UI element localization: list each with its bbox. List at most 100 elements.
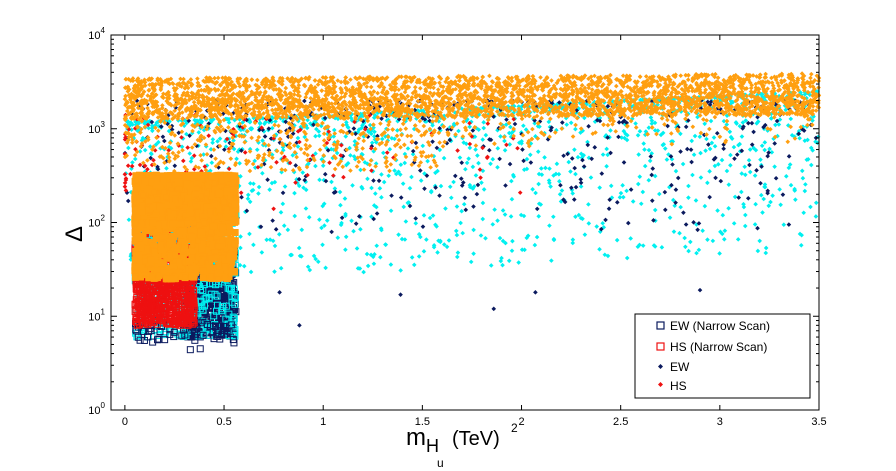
scatter-point-cyan [458, 220, 463, 226]
scatter-point-cyan [652, 173, 658, 179]
scatter-point-cyan [188, 159, 194, 164]
scatter-point-cyan [642, 147, 647, 152]
scatter-point-cyan [495, 146, 501, 151]
scatter-point-cyan [256, 184, 262, 190]
scatter-point-cyan [731, 221, 737, 226]
scatter-point-cyan [792, 188, 798, 193]
scatter-point-cyan [573, 171, 578, 177]
scatter-point-cyan [524, 166, 530, 172]
scatter-point-cyan [696, 247, 702, 253]
scatter-point-cyan [424, 237, 429, 242]
scatter-point-cyan [282, 184, 288, 189]
scatter-point-cyan [399, 236, 405, 242]
scatter-point-cyan [640, 243, 646, 248]
scatter-point-cyan [604, 163, 609, 169]
scatter-point-cyan [682, 235, 687, 241]
scatter-point-cyan [509, 196, 515, 202]
scatter-point-cyan [789, 132, 795, 138]
scatter-point-cyan [281, 223, 287, 229]
scatter-point-cyan [237, 262, 243, 268]
scatter-point-cyan [604, 146, 609, 152]
scatter-point-cyan [140, 135, 146, 141]
scatter-point-cyan [467, 124, 473, 130]
scatter-point-cyan [605, 152, 610, 158]
scatter-point-cyan [264, 237, 269, 243]
scatter-point-cyan [497, 235, 503, 241]
scatter-point-cyan [575, 154, 581, 160]
scatter-point-cyan [660, 142, 666, 148]
scatter-point-cyan [707, 146, 713, 152]
scatter-point-cyan [519, 141, 524, 146]
scatter-point-cyan [509, 178, 514, 184]
scatter-point-cyan [742, 223, 748, 229]
scatter-point-cyan [392, 136, 397, 142]
scatter-point-cyan [201, 127, 207, 133]
scatter-point-cyan [622, 135, 627, 141]
scatter-point-cyan [506, 258, 512, 264]
scatter-point-cyan [269, 152, 275, 158]
scatter-point-cyan [605, 253, 611, 259]
scatter-point-cyan [147, 118, 153, 124]
scatter-point-cyan [279, 169, 284, 175]
scatter-point-cyan [247, 231, 252, 237]
scatter-point-cyan [372, 129, 377, 135]
scatter-point-cyan [570, 237, 576, 243]
scatter-point-cyan [746, 157, 752, 163]
scatter-point-cyan [690, 172, 695, 178]
scatter-point-cyan [652, 244, 658, 249]
scatter-point-cyan [621, 194, 626, 200]
scatter-point-cyan [418, 178, 424, 183]
scatter-point-cyan [584, 101, 589, 107]
scatter-point-cyan [388, 262, 394, 267]
scatter-point-cyan [813, 139, 818, 145]
scatter-point-cyan [272, 269, 277, 274]
scatter-point-cyan [743, 212, 748, 218]
scatter-point-cyan [135, 119, 141, 124]
scatter-point-cyan [673, 168, 679, 174]
scatter-point-cyan [329, 179, 334, 185]
scatter-point-cyan [369, 140, 375, 146]
scatter-point-cyan [319, 225, 324, 231]
scatter-point-cyan [343, 134, 349, 139]
scatter-point-cyan [578, 130, 583, 135]
scatter-point-cyan [371, 134, 377, 139]
scatter-point-cyan [578, 184, 584, 189]
scatter-point-cyan [773, 122, 778, 128]
scatter-point-cyan [473, 173, 479, 178]
scatter-point-cyan [739, 171, 745, 176]
scatter-point-cyan [454, 204, 460, 209]
scatter-point-cyan [210, 140, 215, 146]
scatter-point-cyan [196, 130, 202, 135]
scatter-point-cyan [490, 156, 496, 162]
scatter-point-cyan [189, 130, 195, 136]
scatter-point-cyan [518, 212, 524, 218]
scatter-point-cyan [295, 135, 301, 141]
scatter-point-cyan [184, 131, 189, 137]
scatter-point-cyan [313, 256, 318, 262]
scatter-point-cyan [305, 117, 310, 123]
scatter-point-cyan [198, 120, 204, 126]
scatter-point-cyan [411, 126, 417, 132]
scatter-point-cyan [323, 265, 328, 271]
scatter-point-cyan [715, 208, 720, 213]
scatter-point-cyan [717, 251, 722, 256]
scatter-point-cyan [702, 203, 708, 209]
scatter-point-cyan [548, 184, 553, 189]
scatter-point-cyan [331, 127, 337, 133]
scatter-point-cyan [421, 249, 427, 254]
scatter-point-cyan [635, 181, 641, 187]
scatter-point-cyan [800, 175, 806, 181]
scatter-point-cyan [260, 170, 265, 176]
scatter-point-cyan [470, 186, 476, 191]
scatter-point-cyan [740, 120, 746, 125]
scatter-point-cyan [454, 254, 460, 260]
scatter-point-cyan [660, 130, 666, 136]
scatter-point-cyan [263, 143, 269, 148]
scatter-point-cyan [479, 180, 484, 185]
scatter-point-cyan [521, 167, 527, 173]
scatter-point-cyan [166, 128, 172, 134]
scatter-point-cyan [433, 170, 438, 176]
scatter-point-cyan [549, 258, 554, 263]
scatter-point-cyan [551, 237, 557, 243]
scatter-point-cyan [335, 235, 341, 240]
